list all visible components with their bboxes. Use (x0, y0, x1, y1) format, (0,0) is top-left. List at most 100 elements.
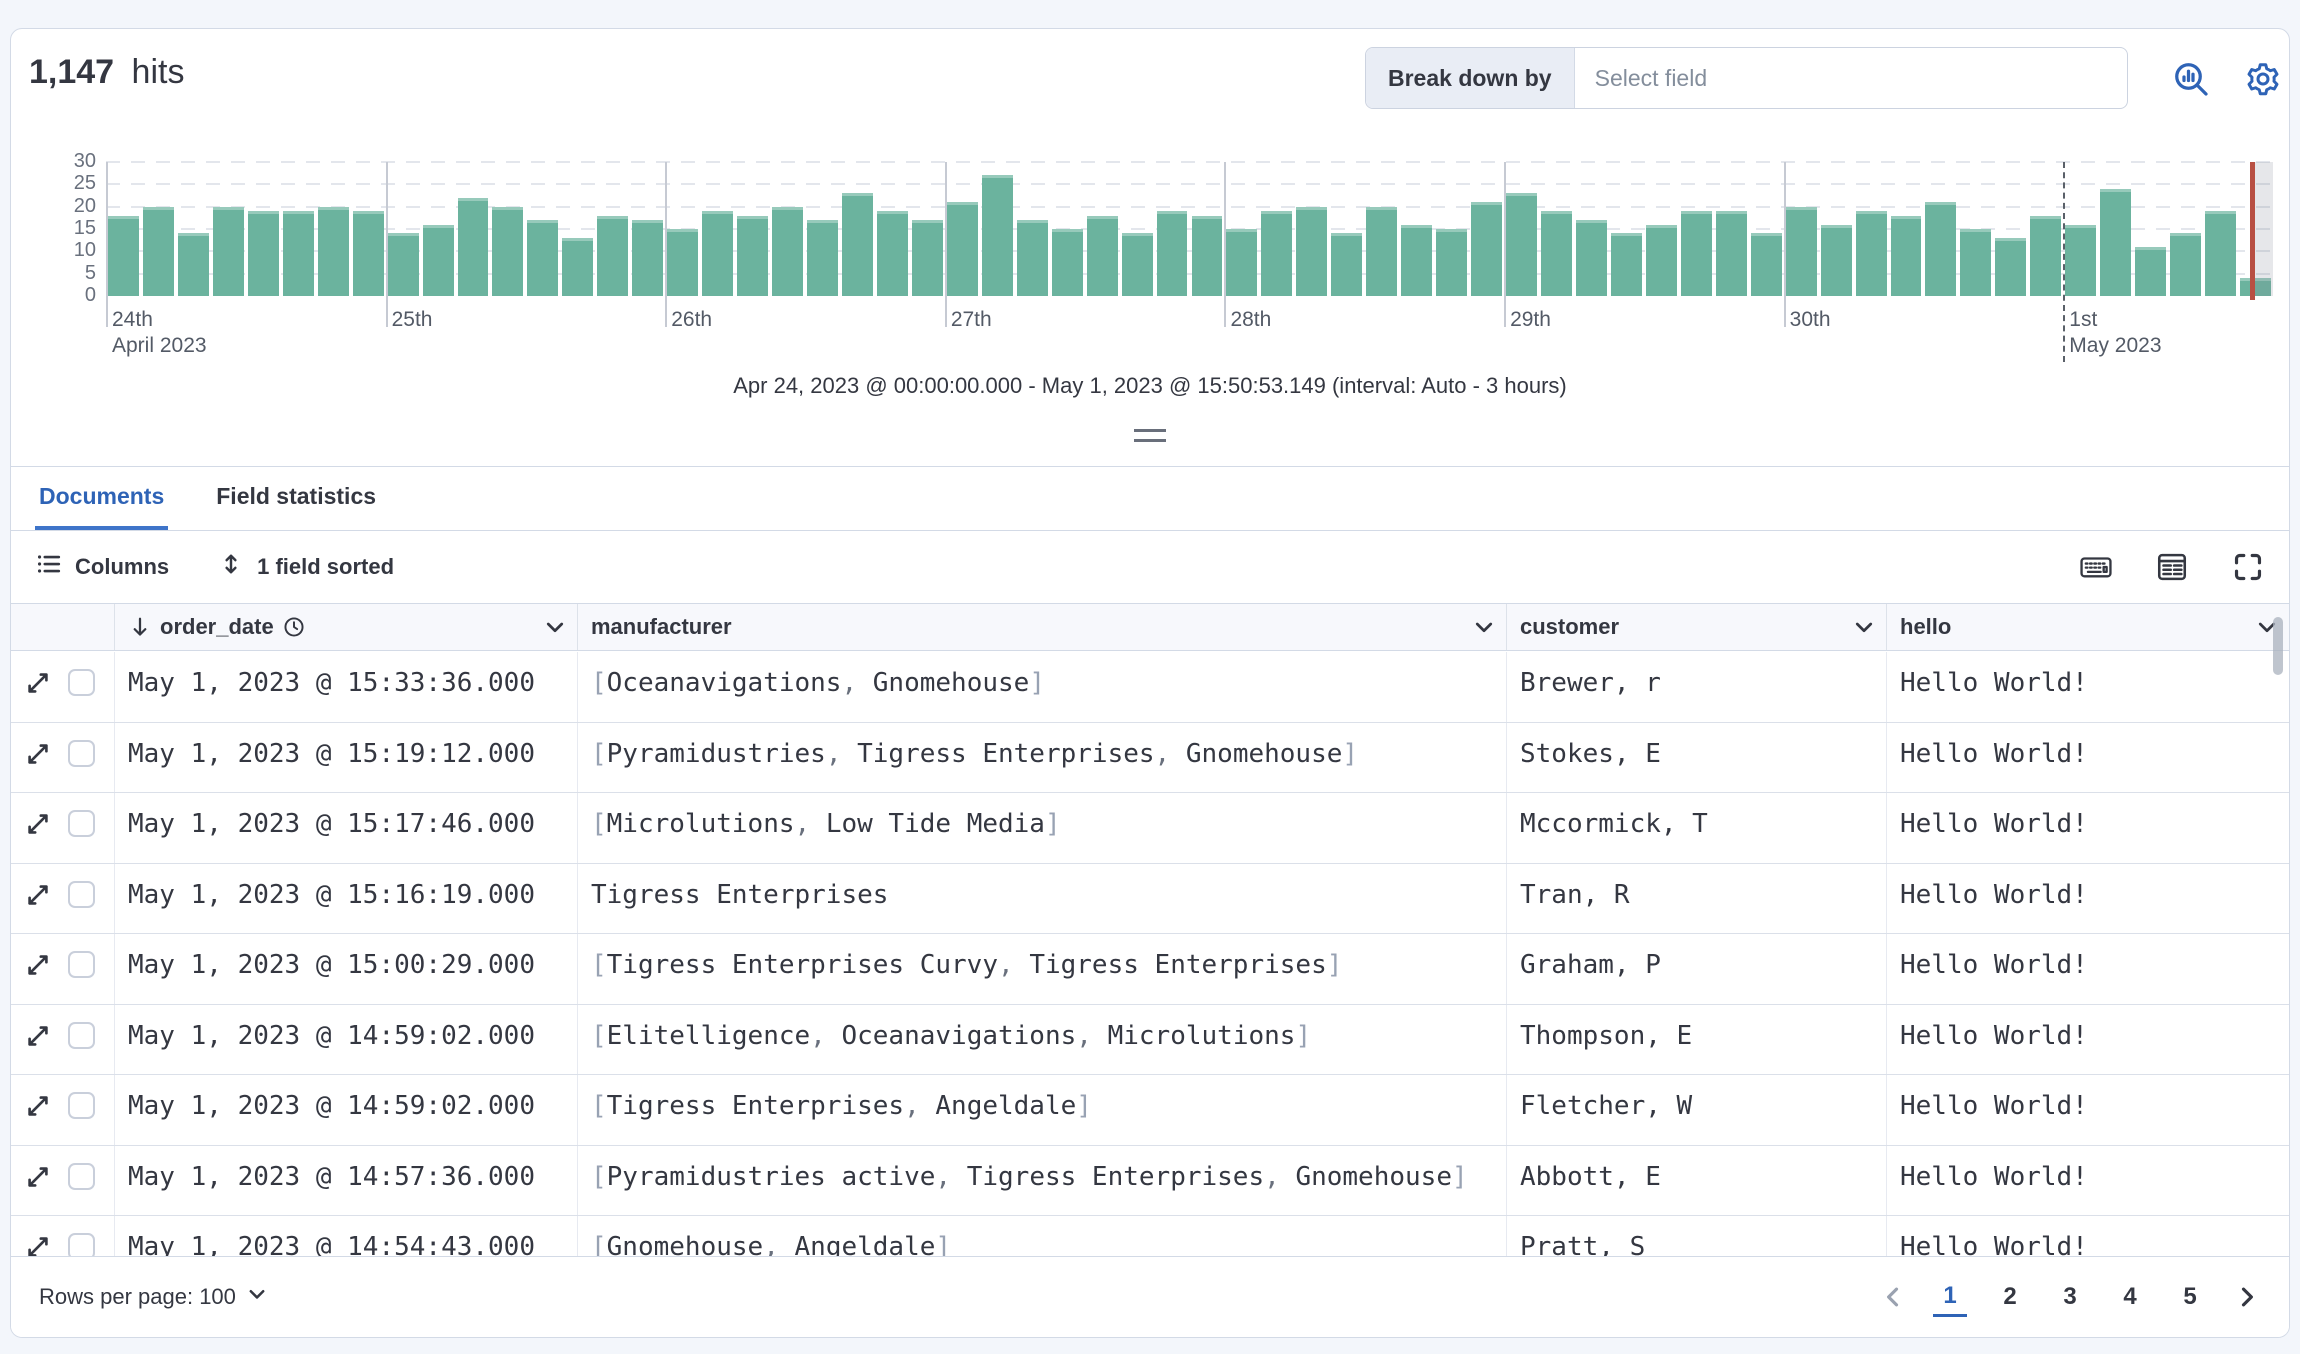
expand-row-button[interactable] (24, 1022, 52, 1050)
expand-row-button[interactable] (24, 881, 52, 909)
tab-field-statistics[interactable]: Field statistics (216, 483, 377, 509)
day-gridline (385, 162, 388, 327)
expand-diagonal-icon (28, 673, 48, 693)
histogram-bar (1226, 229, 1258, 296)
x-tick-label: 1st May 2023 (2069, 308, 2162, 357)
histogram-bar (492, 206, 524, 296)
expand-diagonal-icon (28, 1096, 48, 1116)
cell-manufacturer: [Tigress Enterprises Curvy, Tigress Ente… (578, 934, 1507, 1004)
page-button-2[interactable]: 2 (2003, 1283, 2017, 1310)
row-controls-cell (11, 652, 115, 722)
clock-icon (282, 615, 306, 639)
cell-order-date: May 1, 2023 @ 14:59:02.000 (115, 1075, 578, 1145)
column-header-manufacturer[interactable]: manufacturer (578, 604, 1507, 650)
row-checkbox[interactable] (68, 1021, 95, 1049)
histogram-bar (2205, 211, 2237, 296)
row-checkbox[interactable] (68, 951, 95, 978)
chevron-down-icon[interactable] (2091, 48, 2127, 108)
keyboard-icon[interactable] (2079, 550, 2113, 584)
cell-order-date: May 1, 2023 @ 15:33:36.000 (115, 652, 578, 722)
previous-page-button[interactable] (1879, 1283, 1907, 1311)
histogram-bar (1960, 229, 1992, 296)
histogram-bar (1995, 237, 2027, 296)
chevron-down-icon[interactable] (1852, 616, 1874, 638)
row-controls-cell (11, 1145, 115, 1215)
y-gridline (106, 161, 2273, 163)
histogram-bar (1471, 202, 1503, 296)
page-button-1[interactable]: 1 (1933, 1278, 1967, 1317)
y-gridline (106, 250, 2273, 253)
current-time-marker (2250, 162, 2256, 300)
fullscreen-icon[interactable] (2231, 550, 2265, 584)
page-button-4[interactable]: 4 (2123, 1283, 2137, 1310)
cell-order-date: May 1, 2023 @ 15:16:19.000 (115, 863, 578, 933)
density-icon[interactable] (2155, 550, 2189, 584)
column-label: customer (1520, 614, 1620, 639)
row-checkbox[interactable] (68, 669, 95, 696)
list-icon (35, 550, 63, 584)
expand-row-button[interactable] (24, 740, 52, 768)
row-checkbox[interactable] (68, 880, 95, 908)
row-controls-cell (11, 793, 115, 863)
cell-customer: Abbott, E (1507, 1145, 1887, 1215)
page-button-3[interactable]: 3 (2063, 1283, 2077, 1310)
table-row: May 1, 2023 @ 14:59:02.000 [Elitelligence… (11, 1004, 2289, 1075)
breakdown-select[interactable]: Select field (1594, 64, 1708, 91)
tab-documents[interactable]: Documents (35, 469, 169, 530)
cell-hello: Hello World! (1900, 1161, 2088, 1192)
row-controls-cell (11, 722, 115, 792)
histogram-bar (2030, 215, 2062, 296)
histogram-bar (702, 211, 734, 296)
histogram-bar (1086, 215, 1118, 296)
column-header-hello[interactable]: hello (1887, 604, 2289, 650)
sort-fields-button[interactable]: 1 field sorted (217, 550, 394, 584)
expand-row-button[interactable] (24, 951, 52, 979)
expand-row-button[interactable] (24, 1092, 52, 1120)
histogram-plot[interactable] (106, 161, 2273, 362)
row-controls-cell (11, 863, 115, 933)
histogram-bar (1261, 211, 1293, 296)
row-controls-cell (11, 1075, 115, 1145)
lens-icon[interactable] (2171, 59, 2211, 99)
histogram-bar (807, 220, 838, 296)
histogram-bar (1016, 220, 1048, 296)
expand-diagonal-icon (28, 1237, 48, 1257)
resize-handle[interactable] (1134, 429, 1166, 442)
histogram-bar (2135, 246, 2167, 296)
expand-row-button[interactable] (24, 1233, 52, 1261)
chevron-down-icon[interactable] (543, 616, 565, 638)
hits-count: 1,147 (29, 53, 115, 91)
sorted-label: 1 field sorted (257, 554, 395, 579)
row-checkbox[interactable] (68, 1162, 95, 1190)
table-row: May 1, 2023 @ 15:19:12.000 [Pyramidustrie… (11, 722, 2289, 793)
column-header-order_date[interactable]: order_date (115, 604, 578, 650)
grid-scrollbar-thumb[interactable] (2273, 617, 2283, 675)
x-tick-label: 24th April 2023 (112, 308, 207, 357)
expand-row-button[interactable] (24, 1163, 52, 1191)
row-checkbox[interactable] (68, 1092, 95, 1119)
histogram-bar (1191, 215, 1223, 296)
columns-button[interactable]: Columns (35, 550, 169, 584)
rows-per-page-control[interactable]: Rows per page: 100 (39, 1283, 268, 1311)
column-label: manufacturer (591, 614, 732, 639)
next-page-button[interactable] (2233, 1283, 2261, 1311)
histogram-bar (1436, 229, 1468, 296)
chevron-down-icon[interactable] (2255, 616, 2277, 638)
histogram-bar (841, 193, 873, 296)
expand-row-button[interactable] (24, 669, 52, 697)
y-tick-label: 0 (84, 284, 96, 306)
column-header-customer[interactable]: customer (1507, 604, 1887, 650)
row-checkbox[interactable] (68, 739, 95, 767)
pagination: 1 2 3 4 5 (1879, 1278, 2261, 1317)
page-button-5[interactable]: 5 (2183, 1283, 2197, 1310)
expand-row-button[interactable] (24, 810, 52, 838)
chevron-down-icon[interactable] (1472, 616, 1494, 638)
histogram-bar (2065, 224, 2097, 296)
histogram-bar (1541, 211, 1572, 296)
histogram-bar (737, 215, 769, 296)
breakdown-label: Break down by (1366, 48, 1575, 108)
table-row: May 1, 2023 @ 14:59:02.000 [Tigress Enter… (11, 1075, 2289, 1146)
day-gridline (1224, 162, 1227, 327)
row-checkbox[interactable] (68, 810, 95, 837)
gear-icon[interactable] (2243, 59, 2283, 99)
